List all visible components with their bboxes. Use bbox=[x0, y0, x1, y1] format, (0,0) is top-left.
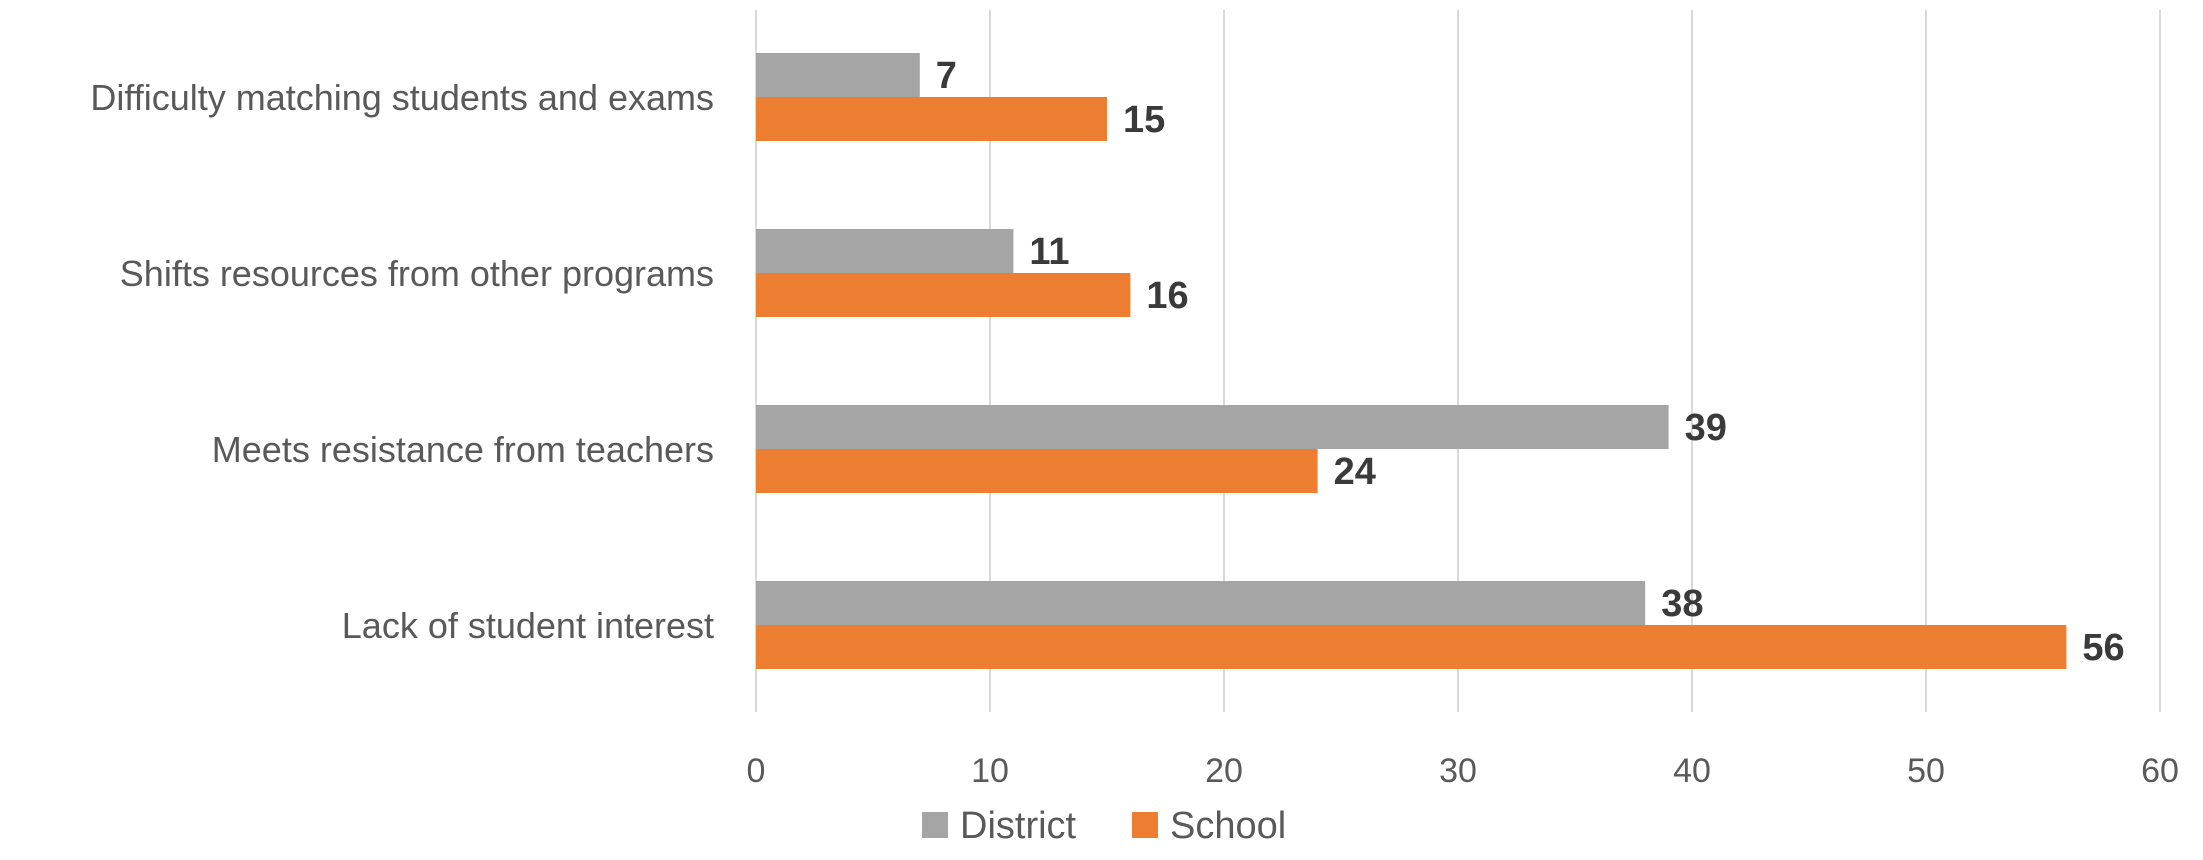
data-label: 56 bbox=[2082, 627, 2124, 669]
data-label: 15 bbox=[1123, 99, 1165, 141]
category-label: Shifts resources from other programs bbox=[120, 253, 714, 294]
category-label: Meets resistance from teachers bbox=[212, 429, 714, 470]
data-label: 7 bbox=[936, 55, 957, 97]
bar-school bbox=[756, 625, 2067, 669]
x-tick-label: 40 bbox=[1673, 752, 1711, 790]
x-tick-label: 20 bbox=[1205, 752, 1243, 790]
bar-district bbox=[756, 581, 1646, 625]
legend-swatch-school bbox=[1132, 812, 1158, 838]
legend: District School bbox=[922, 805, 1286, 847]
bar-school bbox=[756, 449, 1318, 493]
data-labels: 7 15 11 16 39 24 38 56 bbox=[936, 55, 2125, 669]
legend-label-district: District bbox=[960, 805, 1077, 847]
x-tick-label: 50 bbox=[1907, 752, 1945, 790]
x-tick-label: 0 bbox=[747, 752, 766, 790]
data-label: 24 bbox=[1334, 451, 1376, 493]
data-label: 39 bbox=[1685, 407, 1727, 449]
data-label: 11 bbox=[1029, 231, 1069, 273]
legend-label-school: School bbox=[1170, 805, 1286, 847]
x-tick-label: 30 bbox=[1439, 752, 1477, 790]
bar-district bbox=[756, 53, 920, 97]
category-label: Difficulty matching students and exams bbox=[90, 77, 714, 118]
bar-district bbox=[756, 229, 1014, 273]
data-label: 38 bbox=[1661, 583, 1703, 625]
bar-district bbox=[756, 405, 1669, 449]
category-label: Lack of student interest bbox=[342, 605, 714, 646]
bars bbox=[756, 53, 2067, 669]
bar-school bbox=[756, 273, 1131, 317]
x-tick-label: 10 bbox=[971, 752, 1009, 790]
category-labels: Difficulty matching students and exams Sh… bbox=[90, 77, 714, 646]
x-axis-tick-labels: 0 10 20 30 40 50 60 bbox=[747, 752, 2179, 790]
bar-school bbox=[756, 97, 1107, 141]
legend-swatch-district bbox=[922, 812, 948, 838]
x-tick-label: 60 bbox=[2141, 752, 2179, 790]
data-label: 16 bbox=[1146, 275, 1188, 317]
